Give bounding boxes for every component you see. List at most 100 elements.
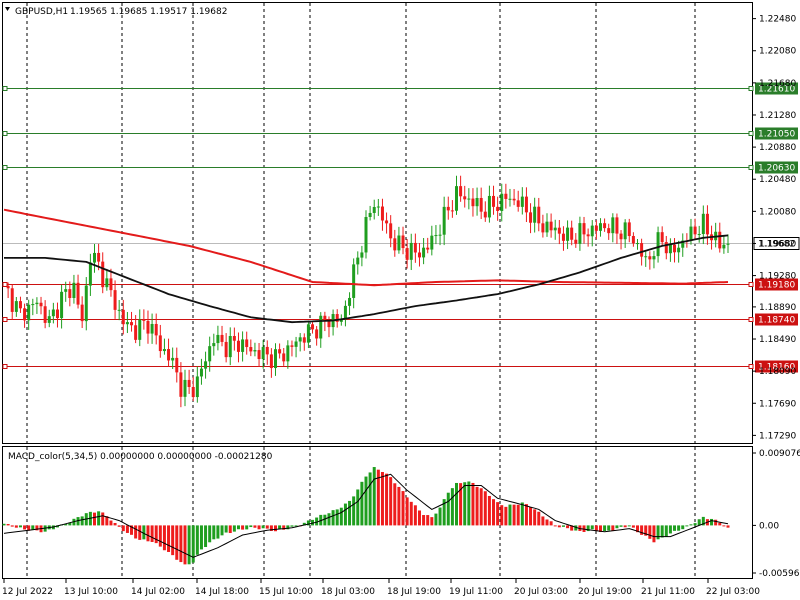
bear-candle [224, 341, 228, 358]
resistance-level-anchor [2, 165, 8, 170]
macd-bar-rising [224, 525, 228, 533]
bear-candle [413, 242, 417, 253]
bull-candle [183, 379, 187, 397]
bull-candle [294, 341, 298, 347]
bull-candle [195, 376, 199, 398]
bear-candle [265, 346, 269, 355]
macd-signal-line [3, 473, 729, 558]
y-tick-label: 1.21280 [759, 111, 796, 121]
macd-bar-falling [598, 525, 602, 533]
resistance-level-anchor [2, 86, 8, 91]
bear-candle [516, 200, 520, 207]
macd-bar-rising [356, 489, 360, 526]
bear-candle [335, 314, 339, 322]
horizontal-levels [2, 86, 754, 369]
chart-menu-triangle-icon[interactable] [5, 7, 10, 11]
macd-bar-falling [389, 477, 393, 526]
bull-candle [199, 368, 203, 377]
macd-bar-rising [327, 513, 331, 526]
bull-candle [84, 285, 88, 322]
x-tick-label: 18 Jul 03:00 [321, 587, 375, 597]
macd-bar-falling [14, 525, 18, 528]
y-tick-label: 1.17690 [759, 399, 796, 409]
macd-y-tick-label: 0.0090765 [759, 449, 800, 459]
candlesticks [6, 175, 730, 408]
x-tick-label: 20 Jul 19:00 [578, 587, 632, 597]
bull-candle [286, 345, 290, 362]
bull-candle [261, 346, 265, 359]
macd-bar-rising [689, 524, 693, 526]
bear-candle [619, 233, 623, 240]
bear-candle [504, 193, 508, 199]
bull-candle [306, 324, 310, 343]
macd-bar-falling [154, 525, 158, 544]
bear-candle [607, 228, 611, 234]
resistance-level-price-label: 1.21050 [758, 130, 795, 140]
macd-bar-rising [467, 481, 471, 526]
y-tick-label: 1.22080 [759, 47, 796, 57]
macd-bar-falling [726, 525, 730, 528]
y-tick-label: 1.20880 [759, 143, 796, 153]
bear-candle [450, 210, 454, 212]
bear-candle [257, 350, 261, 359]
macd-bar-rising [561, 525, 565, 527]
macd-bar-rising [187, 525, 191, 565]
macd-bar-rising [331, 510, 335, 526]
bear-candle [492, 195, 496, 207]
bull-candle [636, 243, 639, 245]
resistance-level-anchor [748, 165, 754, 170]
macd-bar-falling [121, 525, 125, 532]
bear-candle [541, 223, 545, 233]
macd-bar-falling [426, 515, 430, 526]
bear-candle [574, 239, 578, 244]
bull-candle [208, 346, 212, 362]
macd-bar-falling [162, 525, 166, 551]
macd-bar-rising [455, 482, 458, 526]
macd-bar-rising [574, 525, 578, 531]
x-tick-label: 13 Jul 10:00 [64, 587, 118, 597]
macd-bar-falling [401, 491, 405, 526]
macd-bar-falling [397, 486, 401, 526]
bull-candle [274, 349, 277, 369]
macd-bar-rising [286, 525, 290, 530]
bear-candle [245, 339, 249, 348]
macd-bar-falling [516, 504, 520, 526]
bull-candle [722, 244, 726, 249]
bear-candle [175, 357, 179, 373]
macd-bar-falling [557, 525, 561, 528]
macd-bar-rising [668, 525, 672, 534]
macd-bar-rising [204, 525, 208, 548]
bear-candle [154, 323, 158, 336]
bull-candle [533, 206, 537, 223]
macd-bar-falling [500, 505, 504, 526]
last-price-label: 1.19682 [758, 240, 795, 250]
bull-candle [376, 206, 380, 208]
bull-candle [360, 252, 364, 258]
macd-bar-rising [685, 525, 689, 527]
bull-candle [343, 305, 347, 320]
support-level-price-label: 1.19180 [758, 281, 795, 291]
macd-bar-rising [434, 513, 438, 526]
macd-bar-rising [236, 525, 240, 530]
bear-candle [529, 212, 533, 223]
bull-candle [455, 186, 458, 211]
macd-bar-falling [150, 525, 154, 542]
bear-candle [405, 248, 409, 260]
x-tick-label: 20 Jul 03:00 [514, 587, 568, 597]
bull-candle [204, 361, 208, 369]
macd-bar-rising [31, 525, 35, 530]
bull-candle [566, 227, 570, 241]
bear-candle [463, 196, 467, 200]
bear-candle [327, 320, 331, 328]
macd-bar-rising [693, 523, 697, 526]
bear-candle [55, 309, 59, 319]
bear-candle [401, 235, 405, 249]
macd-bar-falling [529, 507, 533, 526]
bear-candle [615, 217, 619, 234]
macd-indicator-label: MACD_color(5,34,5) 0.00000000 0.00000000… [8, 452, 273, 462]
bull-candle [590, 225, 594, 237]
macd-bar-falling [430, 517, 434, 526]
time-axis: 12 Jul 2022 13 Jul 10:00 14 Jul 02:00 14 Ju… [2, 578, 760, 597]
macd-bar-rising [249, 525, 253, 528]
macd-bar-rising [76, 517, 80, 526]
